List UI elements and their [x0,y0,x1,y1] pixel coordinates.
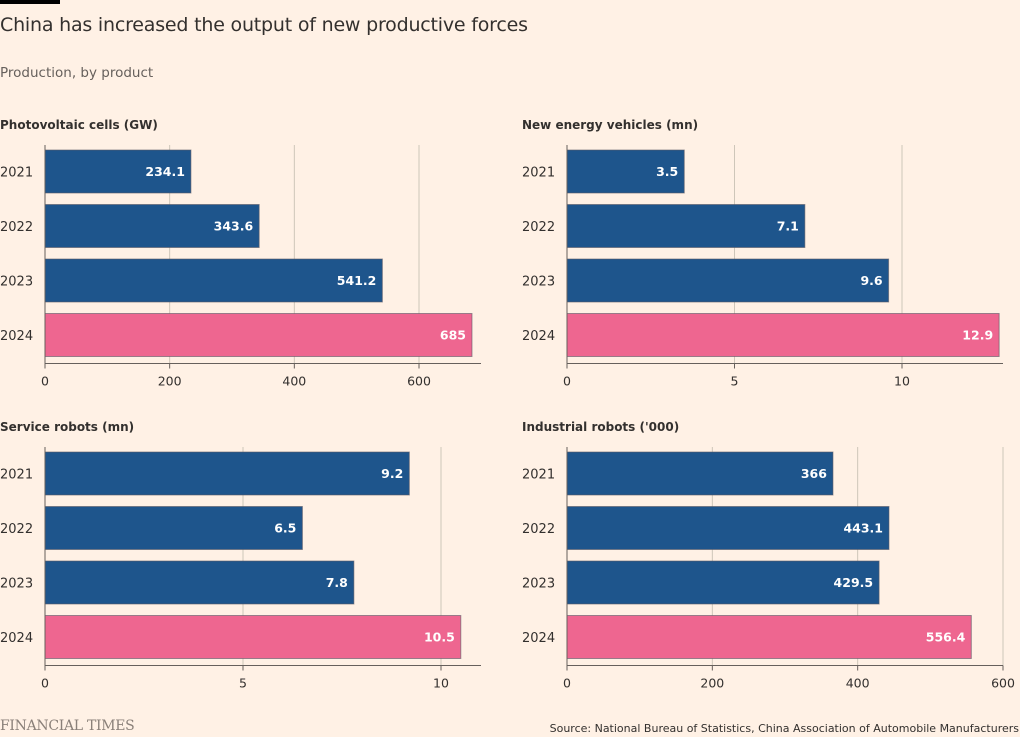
service-robots-x-tick-label: 10 [433,676,449,691]
nev-bar-value-label: 9.6 [860,273,882,288]
nev-bar-2024 [566,313,1000,357]
ft-logo: FINANCIAL TIMES [0,718,135,734]
industrial-robots-x-tick-label: 0 [563,676,571,691]
brand-top-bar [0,0,60,4]
nev-year-label: 2024 [522,329,555,344]
nev-x-tick-label: 0 [563,374,571,389]
service-robots-bar-2023 [44,560,355,605]
service-robots-bar-value-label: 9.2 [381,466,403,481]
photovoltaic-year-label: 2024 [0,329,33,344]
photovoltaic-bar-value-label: 343.6 [214,219,254,234]
nev-x-tick-label: 10 [894,374,910,389]
industrial-robots-bar-value-label: 429.5 [834,575,874,590]
chart-subtitle: Production, by product [0,65,154,81]
industrial-robots-year-label: 2024 [522,631,555,646]
industrial-robots-year-label: 2021 [522,468,555,483]
service-robots-year-label: 2021 [0,468,33,483]
service-robots-year-label: 2024 [0,631,33,646]
industrial-robots-bar-2023 [566,560,880,605]
photovoltaic-bar-value-label: 234.1 [145,164,185,179]
industrial-robots-x-tick-label: 600 [991,676,1015,691]
nev-bar-2023 [566,258,890,303]
photovoltaic-bar-2023 [44,258,383,303]
photovoltaic-x-tick-label: 200 [158,374,182,389]
industrial-robots-year-label: 2022 [522,522,555,537]
service-robots-bar-value-label: 6.5 [274,521,296,536]
industrial-robots-x-tick-label: 400 [846,676,870,691]
chart-title: China has increased the output of new pr… [0,14,528,36]
nev-x-tick-label: 5 [731,374,739,389]
industrial-robots-bar-value-label: 443.1 [843,521,883,536]
service-robots-bar-value-label: 10.5 [424,630,455,645]
industrial-robots-bar-2022 [566,506,890,550]
photovoltaic-x-tick-label: 0 [41,374,49,389]
photovoltaic-x-tick-label: 600 [407,374,431,389]
service-robots-bar-2021 [44,451,410,496]
nev-bar-2021 [566,149,685,194]
industrial-robots-bar-value-label: 366 [801,466,827,481]
photovoltaic-bar-2024 [44,313,473,357]
photovoltaic-bar-2022 [44,204,260,248]
photovoltaic-bar-value-label: 685 [440,328,466,343]
service-robots-x-tick-label: 0 [41,676,49,691]
service-robots-bar-2024 [44,615,462,659]
photovoltaic-bar-value-label: 541.2 [337,273,377,288]
nev-bar-2022 [566,204,806,248]
industrial-robots-bar-2024 [566,615,972,659]
nev-year-label: 2023 [522,275,555,290]
nev-bar-value-label: 12.9 [962,328,993,343]
service-robots-year-label: 2022 [0,522,33,537]
service-robots-year-label: 2023 [0,577,33,592]
nev-bar-value-label: 3.5 [656,164,678,179]
industrial-robots-bar-2021 [566,451,834,496]
service-robots-bar-value-label: 7.8 [326,575,348,590]
industrial-robots-x-tick-label: 200 [700,676,724,691]
photovoltaic-year-label: 2021 [0,166,33,181]
panel-title-industrial-robots: Industrial robots ('000) [522,420,680,434]
photovoltaic-year-label: 2023 [0,275,33,290]
industrial-robots-bar-value-label: 556.4 [926,630,966,645]
nev-year-label: 2022 [522,220,555,235]
nev-year-label: 2021 [522,166,555,181]
industrial-robots-year-label: 2023 [522,577,555,592]
nev-bar-value-label: 7.1 [777,219,799,234]
photovoltaic-x-tick-label: 400 [282,374,306,389]
source-note: Source: National Bureau of Statistics, C… [549,722,1019,735]
service-robots-bar-2022 [44,506,303,550]
panel-title-nev: New energy vehicles (mn) [522,118,699,132]
service-robots-x-tick-label: 5 [239,676,247,691]
photovoltaic-year-label: 2022 [0,220,33,235]
panel-title-service-robots: Service robots (mn) [0,420,135,434]
photovoltaic-bar-2021 [44,149,192,194]
panel-title-photovoltaic: Photovoltaic cells (GW) [0,118,158,132]
